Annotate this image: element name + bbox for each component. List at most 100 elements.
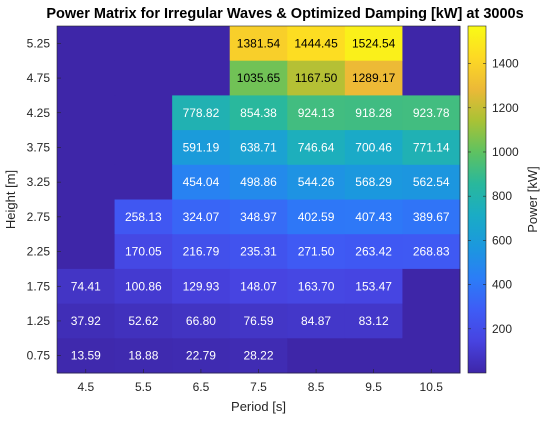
heatmap-cell — [172, 234, 231, 270]
heatmap-cell — [402, 199, 461, 235]
colorbar-tick-label: 1200 — [492, 101, 519, 115]
heatmap-cell — [57, 338, 116, 374]
y-tick-label: 4.75 — [27, 71, 51, 85]
cell-value-label: 163.70 — [298, 279, 335, 293]
colorbar-ticks: 200 400 600 800 1000 1200 1400 — [468, 57, 519, 336]
heatmap-cell — [229, 234, 288, 270]
cell-value-label: 28.22 — [243, 349, 273, 363]
heatmap-cell — [344, 60, 403, 96]
heatmap-cell — [402, 303, 461, 339]
cell-value-label: 746.64 — [298, 140, 335, 154]
cell-value-label: 148.07 — [240, 279, 277, 293]
colorbar-tick-label: 200 — [492, 322, 512, 336]
cell-value-label: 37.92 — [71, 314, 101, 328]
x-tick-label: 4.5 — [77, 380, 94, 394]
heatmap-cell — [57, 164, 116, 200]
y-tick-label: 3.25 — [27, 175, 51, 189]
heatmap-cell — [344, 95, 403, 131]
y-tick-label: 2.75 — [27, 210, 51, 224]
heatmap-cell — [402, 26, 461, 62]
cell-value-label: 1381.54 — [237, 36, 281, 50]
x-tick-label: 6.5 — [193, 380, 210, 394]
cell-value-label: 771.14 — [413, 140, 450, 154]
cell-value-label: 13.59 — [71, 349, 101, 363]
y-tick-label: 4.25 — [27, 106, 51, 120]
heatmap-cell — [287, 26, 346, 62]
heatmap-cell — [172, 199, 231, 235]
heatmap-cell — [402, 95, 461, 131]
heatmap-cell — [287, 164, 346, 200]
cell-value-label: 268.83 — [413, 245, 450, 259]
heatmap-cell — [57, 199, 116, 235]
cell-value-label: 544.26 — [298, 175, 335, 189]
heatmap-cell — [57, 268, 116, 305]
colorbar — [467, 25, 487, 374]
cell-value-label: 1524.54 — [352, 36, 396, 50]
cell-value-label: 918.28 — [355, 106, 392, 120]
chart-title: Power Matrix for Irregular Waves & Optim… — [46, 6, 523, 22]
heatmap-cell — [229, 130, 288, 166]
cell-value-label: 568.29 — [355, 175, 392, 189]
heatmap-cell — [114, 268, 173, 305]
cell-value-label: 407.43 — [355, 210, 392, 224]
heatmap-cell — [344, 26, 403, 62]
heatmap-cell — [344, 199, 403, 235]
cell-value-label: 129.93 — [183, 279, 220, 293]
cell-value-label: 389.67 — [413, 210, 450, 224]
heatmap-cell — [172, 130, 231, 166]
cell-value-label: 923.78 — [413, 106, 450, 120]
cell-value-label: 638.71 — [240, 140, 277, 154]
cell-value-label: 170.05 — [125, 245, 162, 259]
y-tick-label: 1.25 — [27, 314, 51, 328]
cell-value-label: 18.88 — [128, 349, 158, 363]
colorbar-tick-label: 1000 — [492, 145, 519, 159]
cell-value-label: 66.80 — [186, 314, 216, 328]
heatmap-cell — [344, 303, 403, 339]
heatmap-cell — [402, 268, 461, 305]
y-axis-label: Height [m] — [3, 170, 18, 229]
heatmap-cell — [287, 60, 346, 96]
heatmap-cell — [114, 199, 173, 235]
heatmap-cell — [172, 60, 231, 96]
heatmap-cell — [344, 338, 403, 374]
heatmap-cell — [229, 338, 288, 374]
heatmap-cell — [114, 130, 173, 166]
y-tick-label: 0.75 — [27, 349, 51, 363]
cell-value-label: 76.59 — [243, 314, 273, 328]
heatmap-cell — [114, 338, 173, 374]
cell-value-label: 562.54 — [413, 175, 450, 189]
colorbar-label: Power [kW] — [525, 166, 540, 232]
heatmap-cell — [57, 303, 116, 339]
cell-value-label: 348.97 — [240, 210, 277, 224]
heatmap-cell — [57, 95, 116, 131]
heatmap-cell — [172, 303, 231, 339]
cell-value-label: 1444.45 — [294, 36, 338, 50]
cell-value-label: 1035.65 — [237, 71, 281, 85]
cell-value-label: 591.19 — [183, 140, 220, 154]
cell-value-label: 263.42 — [355, 245, 392, 259]
heatmap-cell — [229, 268, 288, 305]
cell-value-label: 153.47 — [355, 279, 392, 293]
cell-value-label: 1289.17 — [352, 71, 396, 85]
x-tick-label: 8.5 — [308, 380, 325, 394]
heatmap-cell — [114, 26, 173, 62]
y-axis-ticks: 5.25 4.75 4.25 3.75 3.25 2.75 2.25 1.75 1.25 0.75 — [27, 36, 61, 363]
heatmap-cell — [287, 338, 346, 374]
heatmap-cell — [287, 199, 346, 235]
heatmap-cell — [344, 164, 403, 200]
heatmap-cell — [229, 26, 288, 62]
heatmap-cell — [229, 303, 288, 339]
cell-value-label: 324.07 — [183, 210, 220, 224]
heatmap-cell — [402, 234, 461, 270]
x-tick-label: 5.5 — [135, 380, 152, 394]
cell-value-label: 22.79 — [186, 349, 216, 363]
heatmap-cell — [114, 95, 173, 131]
heatmap-cell — [172, 26, 231, 62]
cell-value-label: 258.13 — [125, 210, 162, 224]
heatmap-cells: 1381.54 1444.45 1524.54 1035.65 1167.50 1289.… — [57, 26, 461, 374]
cell-value-label: 1167.50 — [295, 71, 338, 85]
heatmap-cell — [402, 60, 461, 96]
heatmap-cell — [57, 26, 116, 62]
cell-value-label: 100.86 — [125, 279, 162, 293]
